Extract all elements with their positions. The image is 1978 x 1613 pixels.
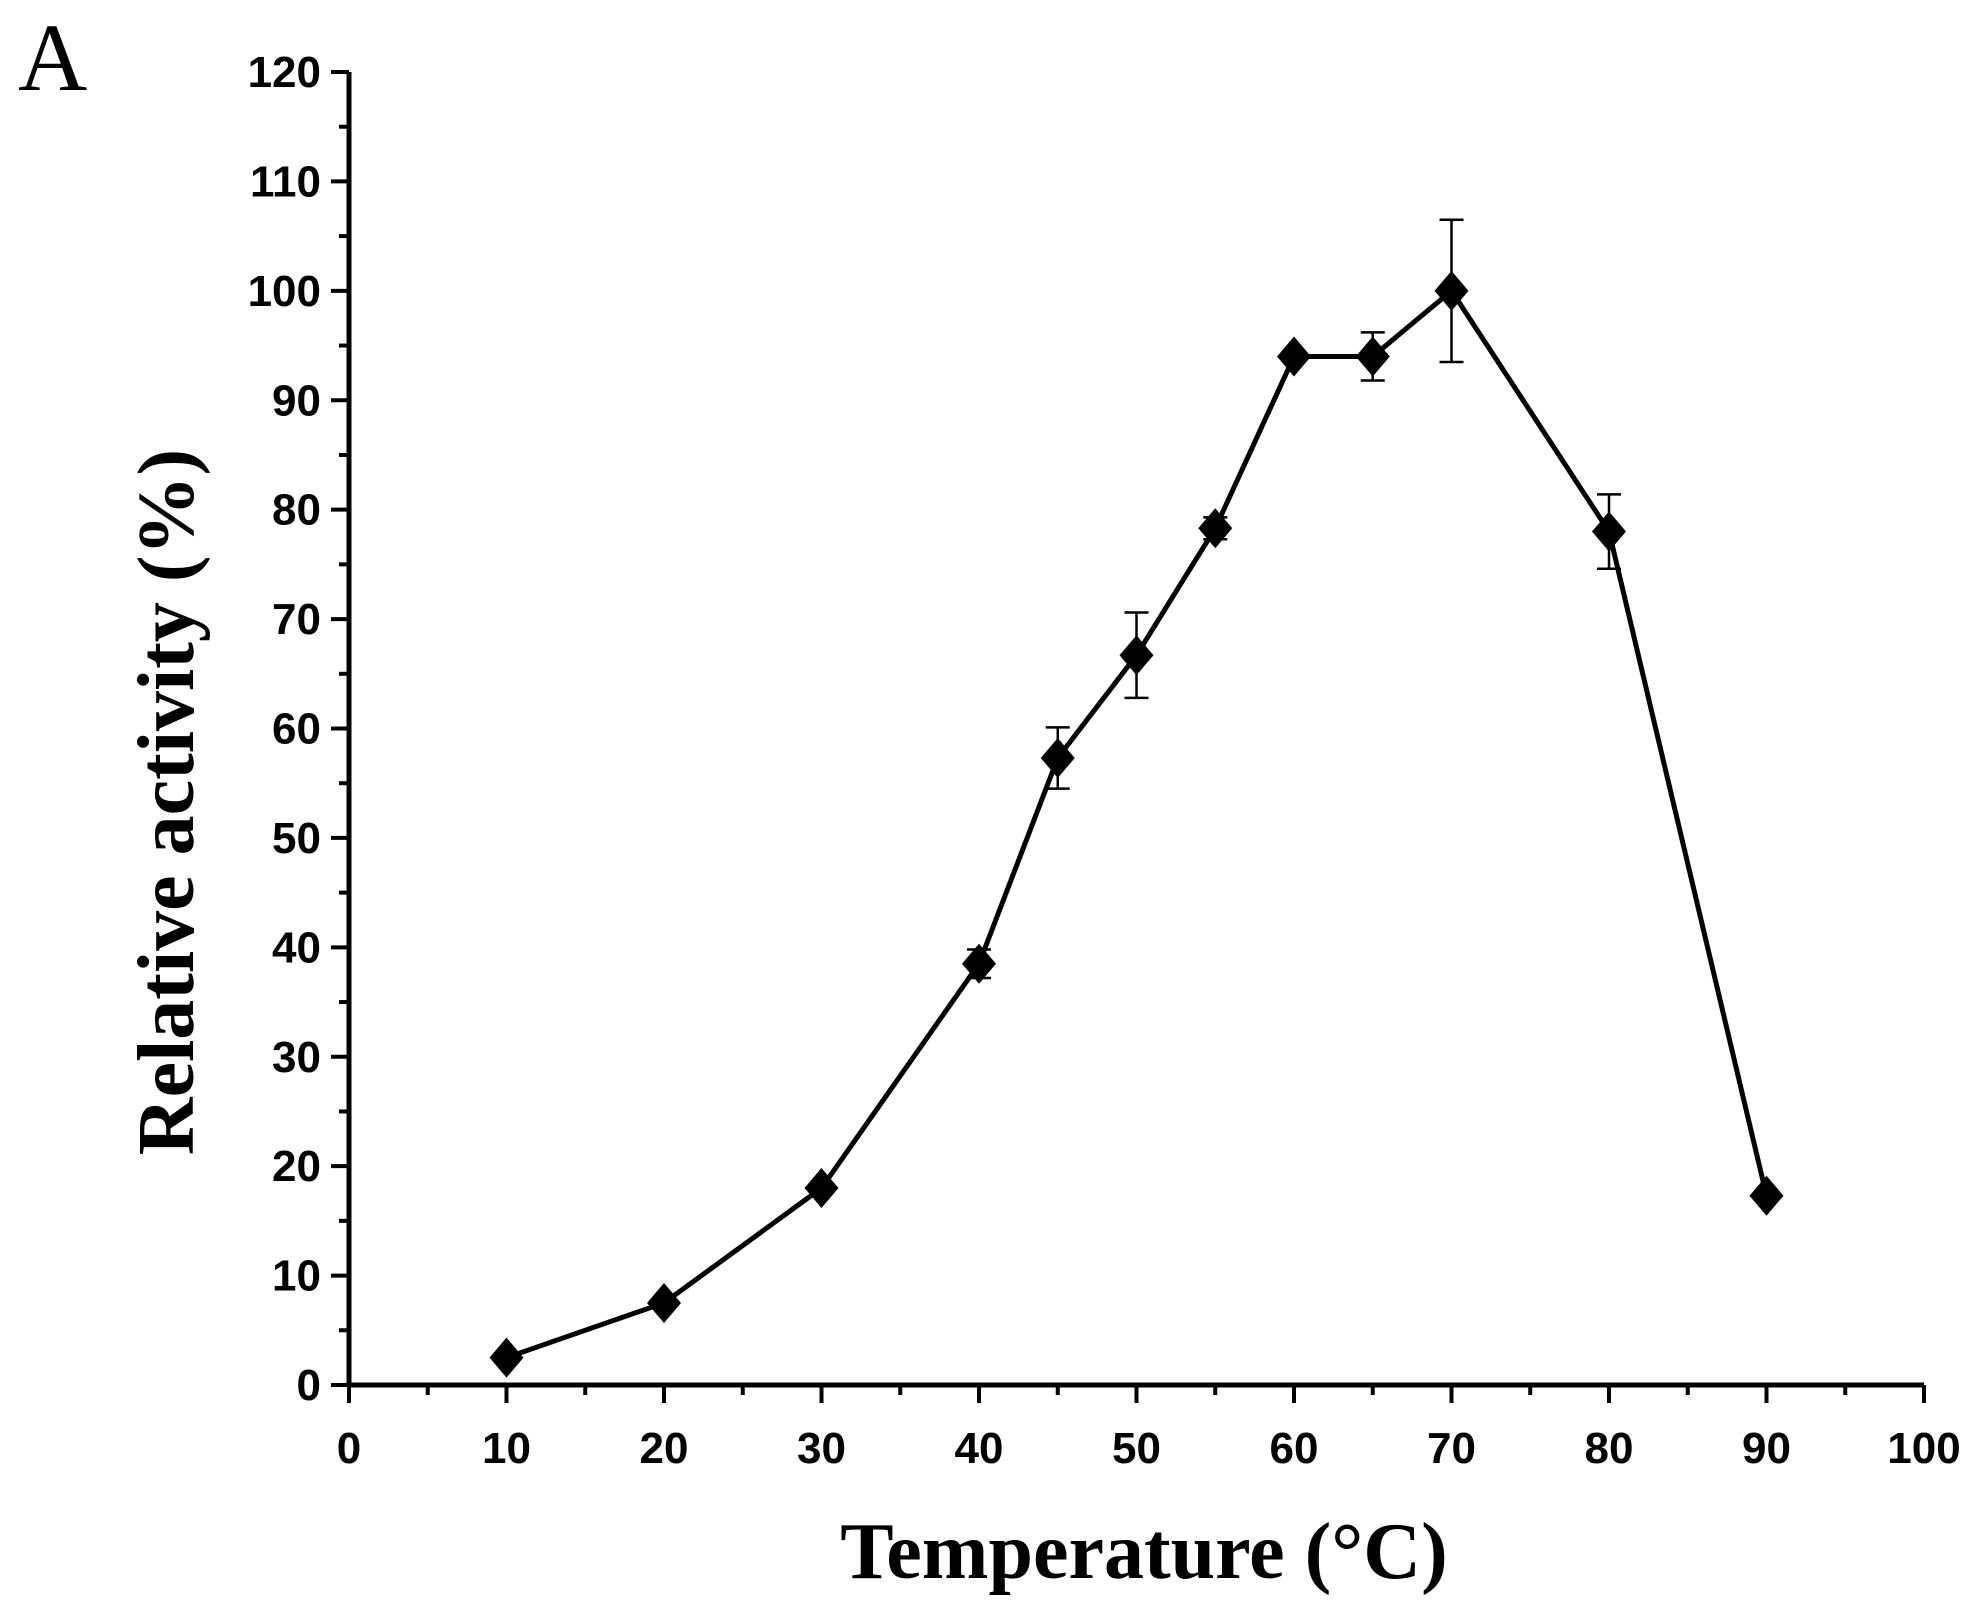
- data-point: [1355, 336, 1390, 377]
- chart-tick-labels: 0 10 20 30 40 50 60 70 80 90 100 0 10 20 30 40 50 60 70 80 9…: [248, 48, 1961, 1473]
- y-tick-label: 80: [272, 486, 321, 535]
- y-tick-label: 40: [272, 923, 321, 972]
- chart-error-bars: [967, 218, 1621, 980]
- panel-label: A: [18, 4, 87, 111]
- data-point: [804, 1168, 839, 1209]
- chart-series-lines: [505, 287, 1769, 1361]
- x-tick-label: 100: [1887, 1424, 1960, 1473]
- data-point: [1119, 635, 1154, 676]
- y-tick-label: 0: [297, 1361, 321, 1410]
- data-point: [1198, 508, 1233, 549]
- x-tick-label: 20: [640, 1424, 689, 1473]
- y-tick-label: 20: [272, 1142, 321, 1191]
- data-point: [1749, 1175, 1784, 1216]
- data-point: [1434, 270, 1469, 311]
- x-tick-label: 80: [1585, 1424, 1634, 1473]
- y-tick-label: 30: [272, 1033, 321, 1082]
- x-tick-label: 10: [482, 1424, 531, 1473]
- y-tick-label: 10: [272, 1252, 321, 1301]
- y-tick-label: 120: [248, 48, 321, 97]
- y-tick-label: 70: [272, 595, 321, 644]
- y-tick-label: 60: [272, 705, 321, 754]
- x-axis-title: Temperature (°C): [840, 1508, 1447, 1596]
- data-point: [489, 1337, 524, 1378]
- data-point: [962, 943, 996, 984]
- data-point: [1277, 336, 1311, 377]
- chart-axes: [346, 72, 1924, 1388]
- data-point: [1040, 738, 1075, 779]
- series-line: [505, 287, 1769, 1361]
- x-tick-label: 90: [1742, 1424, 1791, 1473]
- x-tick-label: 60: [1270, 1424, 1319, 1473]
- y-tick-label: 50: [272, 814, 321, 863]
- data-point: [1592, 511, 1626, 552]
- y-tick-label: 110: [250, 157, 321, 206]
- x-tick-label: 40: [955, 1424, 1004, 1473]
- chart-ticks: [331, 70, 1926, 1403]
- x-tick-label: 30: [797, 1424, 846, 1473]
- y-tick-label: 90: [272, 376, 321, 425]
- x-tick-label: 50: [1112, 1424, 1161, 1473]
- y-tick-label: 100: [248, 267, 321, 316]
- y-axis-title: Relative activity (%): [123, 449, 211, 1155]
- chart-markers: [489, 270, 1784, 1378]
- x-tick-label: 0: [337, 1424, 361, 1473]
- data-point: [647, 1282, 681, 1323]
- x-tick-label: 70: [1427, 1424, 1476, 1473]
